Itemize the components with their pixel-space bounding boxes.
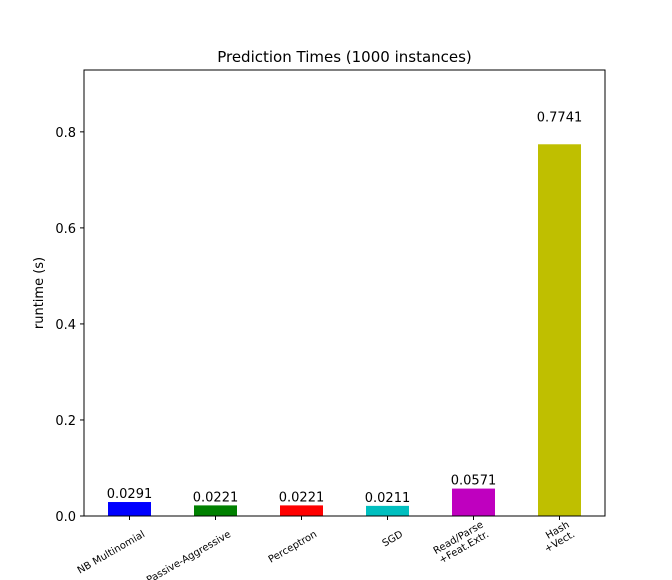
bar-4	[452, 488, 495, 516]
bar-1	[194, 505, 237, 516]
x-tick-label-5: Hash+Vect.	[537, 520, 577, 556]
bar-5	[538, 144, 581, 516]
data-label-2: 0.0221	[279, 490, 325, 505]
data-label-3: 0.0211	[365, 491, 411, 506]
x-tick-label-line: SGD	[381, 529, 406, 550]
y-tick-label-0: 0.0	[55, 510, 76, 525]
x-tick-label-2: Perceptron	[267, 529, 319, 566]
x-tick-label-1: Passive-Aggressive	[145, 529, 233, 580]
x-tick-label-line: Perceptron	[267, 529, 319, 566]
data-label-1: 0.0221	[193, 490, 239, 505]
axes-frame	[83, 69, 606, 517]
y-tick-label-2: 0.4	[55, 318, 76, 333]
bars-layer	[108, 144, 581, 516]
bar-0	[108, 502, 151, 516]
y-axis-ticks: 0.0 0.2 0.4 0.6 0.8	[55, 126, 84, 525]
y-tick-label-3: 0.6	[55, 222, 76, 237]
y-axis-label: runtime (s)	[32, 257, 47, 329]
x-tick-label-3: SGD	[381, 529, 406, 550]
x-tick-label-line: Passive-Aggressive	[145, 529, 233, 580]
x-tick-label-line: NB Multinomial	[76, 529, 147, 576]
data-label-4: 0.0571	[451, 474, 497, 489]
x-tick-label-4: Read/Parse+Feat.Extr.	[432, 520, 491, 567]
bar-2	[280, 505, 323, 516]
data-label-5: 0.7741	[537, 110, 583, 125]
data-label-0: 0.0291	[107, 487, 153, 502]
y-tick-label-4: 0.8	[55, 126, 76, 141]
data-labels-layer: 0.0291 0.0221 0.0221 0.0211 0.0571 0.7741	[107, 110, 583, 506]
y-tick-label-1: 0.2	[55, 414, 76, 429]
bar-3	[366, 505, 409, 516]
chart-title: Prediction Times (1000 instances)	[217, 48, 472, 66]
x-tick-label-0: NB Multinomial	[76, 529, 147, 576]
